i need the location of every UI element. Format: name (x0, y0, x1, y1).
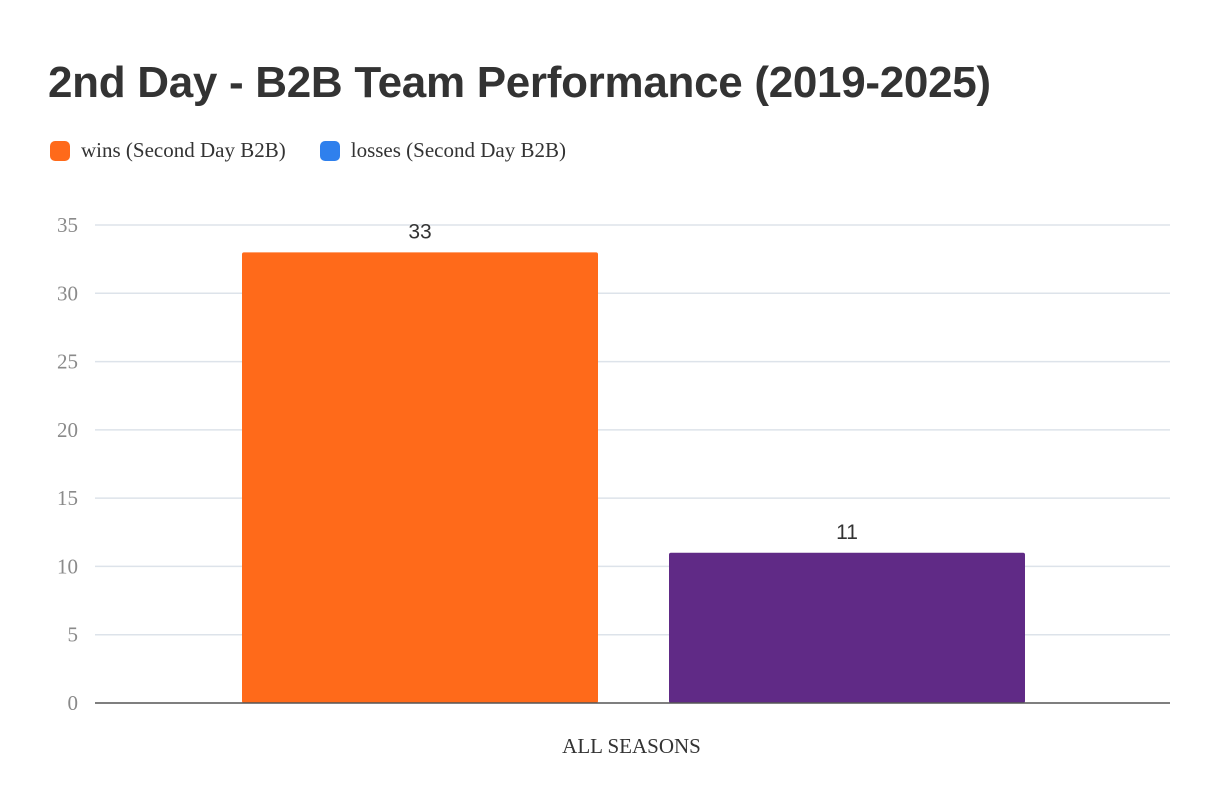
legend-label-losses: losses (Second Day B2B) (350, 138, 566, 162)
y-tick-label-35: 35 (57, 213, 78, 237)
data-label-wins: 33 (408, 220, 431, 243)
legend-swatch-losses (319, 140, 340, 161)
bar-losses (669, 552, 1025, 703)
legend-swatch-wins (50, 140, 70, 161)
y-tick-label-10: 10 (57, 554, 78, 578)
y-tick-label-5: 5 (68, 623, 79, 647)
legend-label-wins: wins (Second Day B2B) (81, 138, 286, 162)
legend-item-losses[interactable]: losses (Second Day B2B) (319, 138, 566, 163)
legend: wins (Second Day B2B) losses (Second Day… (50, 138, 600, 163)
x-category-label: ALL SEASONS (562, 734, 701, 758)
legend-item-wins[interactable]: wins (Second Day B2B) (50, 138, 286, 163)
y-tick-label-20: 20 (57, 418, 78, 442)
y-tick-label-0: 0 (68, 691, 79, 715)
y-tick-label-30: 30 (57, 281, 78, 305)
y-tick-label-25: 25 (57, 350, 78, 374)
data-label-losses: 11 (836, 521, 858, 544)
y-tick-label-15: 15 (57, 486, 78, 510)
bar-wins (242, 252, 598, 704)
chart-title: 2nd Day - B2B Team Performance (2019-202… (48, 58, 991, 107)
